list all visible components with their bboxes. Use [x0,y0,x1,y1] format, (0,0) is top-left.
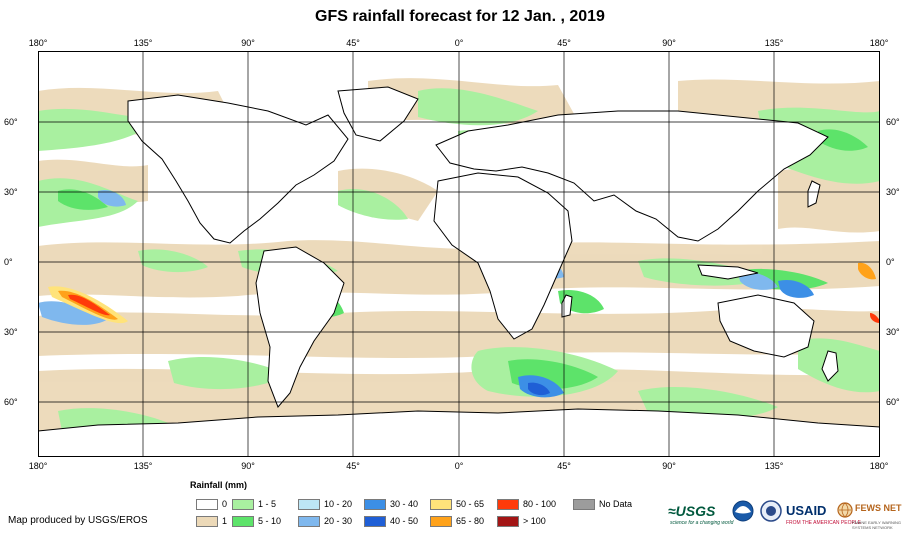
lon-label-top: 0° [454,38,464,48]
noaa-logo-icon [732,500,754,522]
seal-logo-icon [760,500,782,522]
lon-label-top: 90° [662,38,676,48]
legend-swatch [364,498,386,510]
lon-label-top: 180° [869,38,889,48]
legend-label: No Data [599,499,633,509]
lat-label-right: 30° [886,187,900,197]
usgs-tagline: science for a changing world [670,520,734,526]
usgs-logo-text: ≈USGS [668,503,716,519]
island-indonesia [697,264,759,280]
map-title: GFS rainfall forecast for 12 Jan. , 2019 [315,8,605,25]
legend-item: > 100 [497,515,546,527]
lon-label-top: 180° [28,38,48,48]
continent-greenland [337,86,419,142]
usaid-logo: USAID [786,503,826,518]
lon-label-bottom: 135° [133,461,153,471]
lon-label-top: 135° [764,38,784,48]
lon-label-bottom: 180° [869,461,889,471]
legend-swatch [232,498,254,510]
usaid-tagline: FROM THE AMERICAN PEOPLE [786,520,861,526]
legend-swatch [196,515,218,527]
legend-item: 80 - 100 [497,498,556,510]
legend-label: 40 - 50 [390,516,419,526]
lon-label-bottom: 45° [346,461,360,471]
lon-label-bottom: 180° [28,461,48,471]
lat-label-right: 30° [886,327,900,337]
legend-swatch [573,498,595,510]
lat-label-right: 60° [886,117,900,127]
lat-label-right: 0° [886,257,895,267]
lat-label-left: 60° [4,117,18,127]
legend-label: 65 - 80 [456,516,485,526]
legend-label: 20 - 30 [324,516,353,526]
legend-item: 10 - 20 [298,498,352,510]
legend-title: Rainfall (mm) [190,480,248,490]
continent-north-america [127,94,349,244]
lat-label-left: 0° [4,257,13,267]
legend-item: 40 - 50 [364,515,418,527]
lat-label-right: 60° [886,397,900,407]
legend-item: 65 - 80 [430,515,484,527]
legend-item: 20 - 30 [298,515,352,527]
lon-label-top: 45° [557,38,571,48]
legend-label: 30 - 40 [390,499,419,509]
lon-label-bottom: 90° [241,461,255,471]
legend-swatch [497,498,519,510]
lat-label-left: 30° [4,187,18,197]
lon-label-bottom: 0° [454,461,464,471]
legend-swatch [298,515,320,527]
lat-label-left: 30° [4,327,18,337]
continent-europe-asia [435,110,829,242]
lon-label-top: 45° [346,38,360,48]
legend-label: 1 [222,516,228,526]
lon-label-bottom: 45° [557,461,571,471]
lon-label-top: 90° [241,38,255,48]
legend-item: 30 - 40 [364,498,418,510]
legend-label: 10 - 20 [324,499,353,509]
lat-label-left: 60° [4,397,18,407]
legend-label: 5 - 10 [258,516,282,526]
fews-globe-icon [837,502,853,518]
legend-item: 5 - 10 [232,515,281,527]
legend-label: 0 [222,499,228,509]
rainfall-map [38,51,880,457]
usaid-logo-text: USAID [786,503,827,518]
map-frame [38,51,880,457]
continent-africa [433,172,573,340]
continents [38,86,880,457]
legend-label: > 100 [523,516,546,526]
extreme-rain-areas [48,262,880,324]
legend-swatch [430,498,452,510]
lon-label-bottom: 135° [764,461,784,471]
legend-label: 1 - 5 [258,499,277,509]
legend-item: 1 - 5 [232,498,276,510]
island-japan [807,180,821,208]
continent-australia [717,294,815,358]
credit-text: Map produced by USGS/EROS [8,515,148,526]
lon-label-top: 135° [133,38,153,48]
legend-swatch [196,498,218,510]
continent-south-america [255,246,345,408]
island-madagascar [561,294,573,318]
legend-swatch [298,498,320,510]
legend-swatch [364,515,386,527]
legend-label: 50 - 65 [456,499,485,509]
usgs-logo: ≈USGS [668,503,715,519]
legend-item: 50 - 65 [430,498,484,510]
legend-swatch [232,515,254,527]
lon-label-bottom: 90° [662,461,676,471]
island-new-zealand [821,350,839,382]
graticule [38,51,880,457]
fews-tagline: FAMINE EARLY WARNING SYSTEMS NETWORK [852,520,902,530]
legend-item: 0 [196,498,227,510]
legend-swatch [430,515,452,527]
legend-swatch [497,515,519,527]
legend-label: 80 - 100 [523,499,557,509]
legend-item: 1 [196,515,227,527]
fews-logo-text: FEWS NET [855,503,902,513]
fews-net-logo: FEWS NET [855,503,902,513]
legend-item: No Data [573,498,632,510]
